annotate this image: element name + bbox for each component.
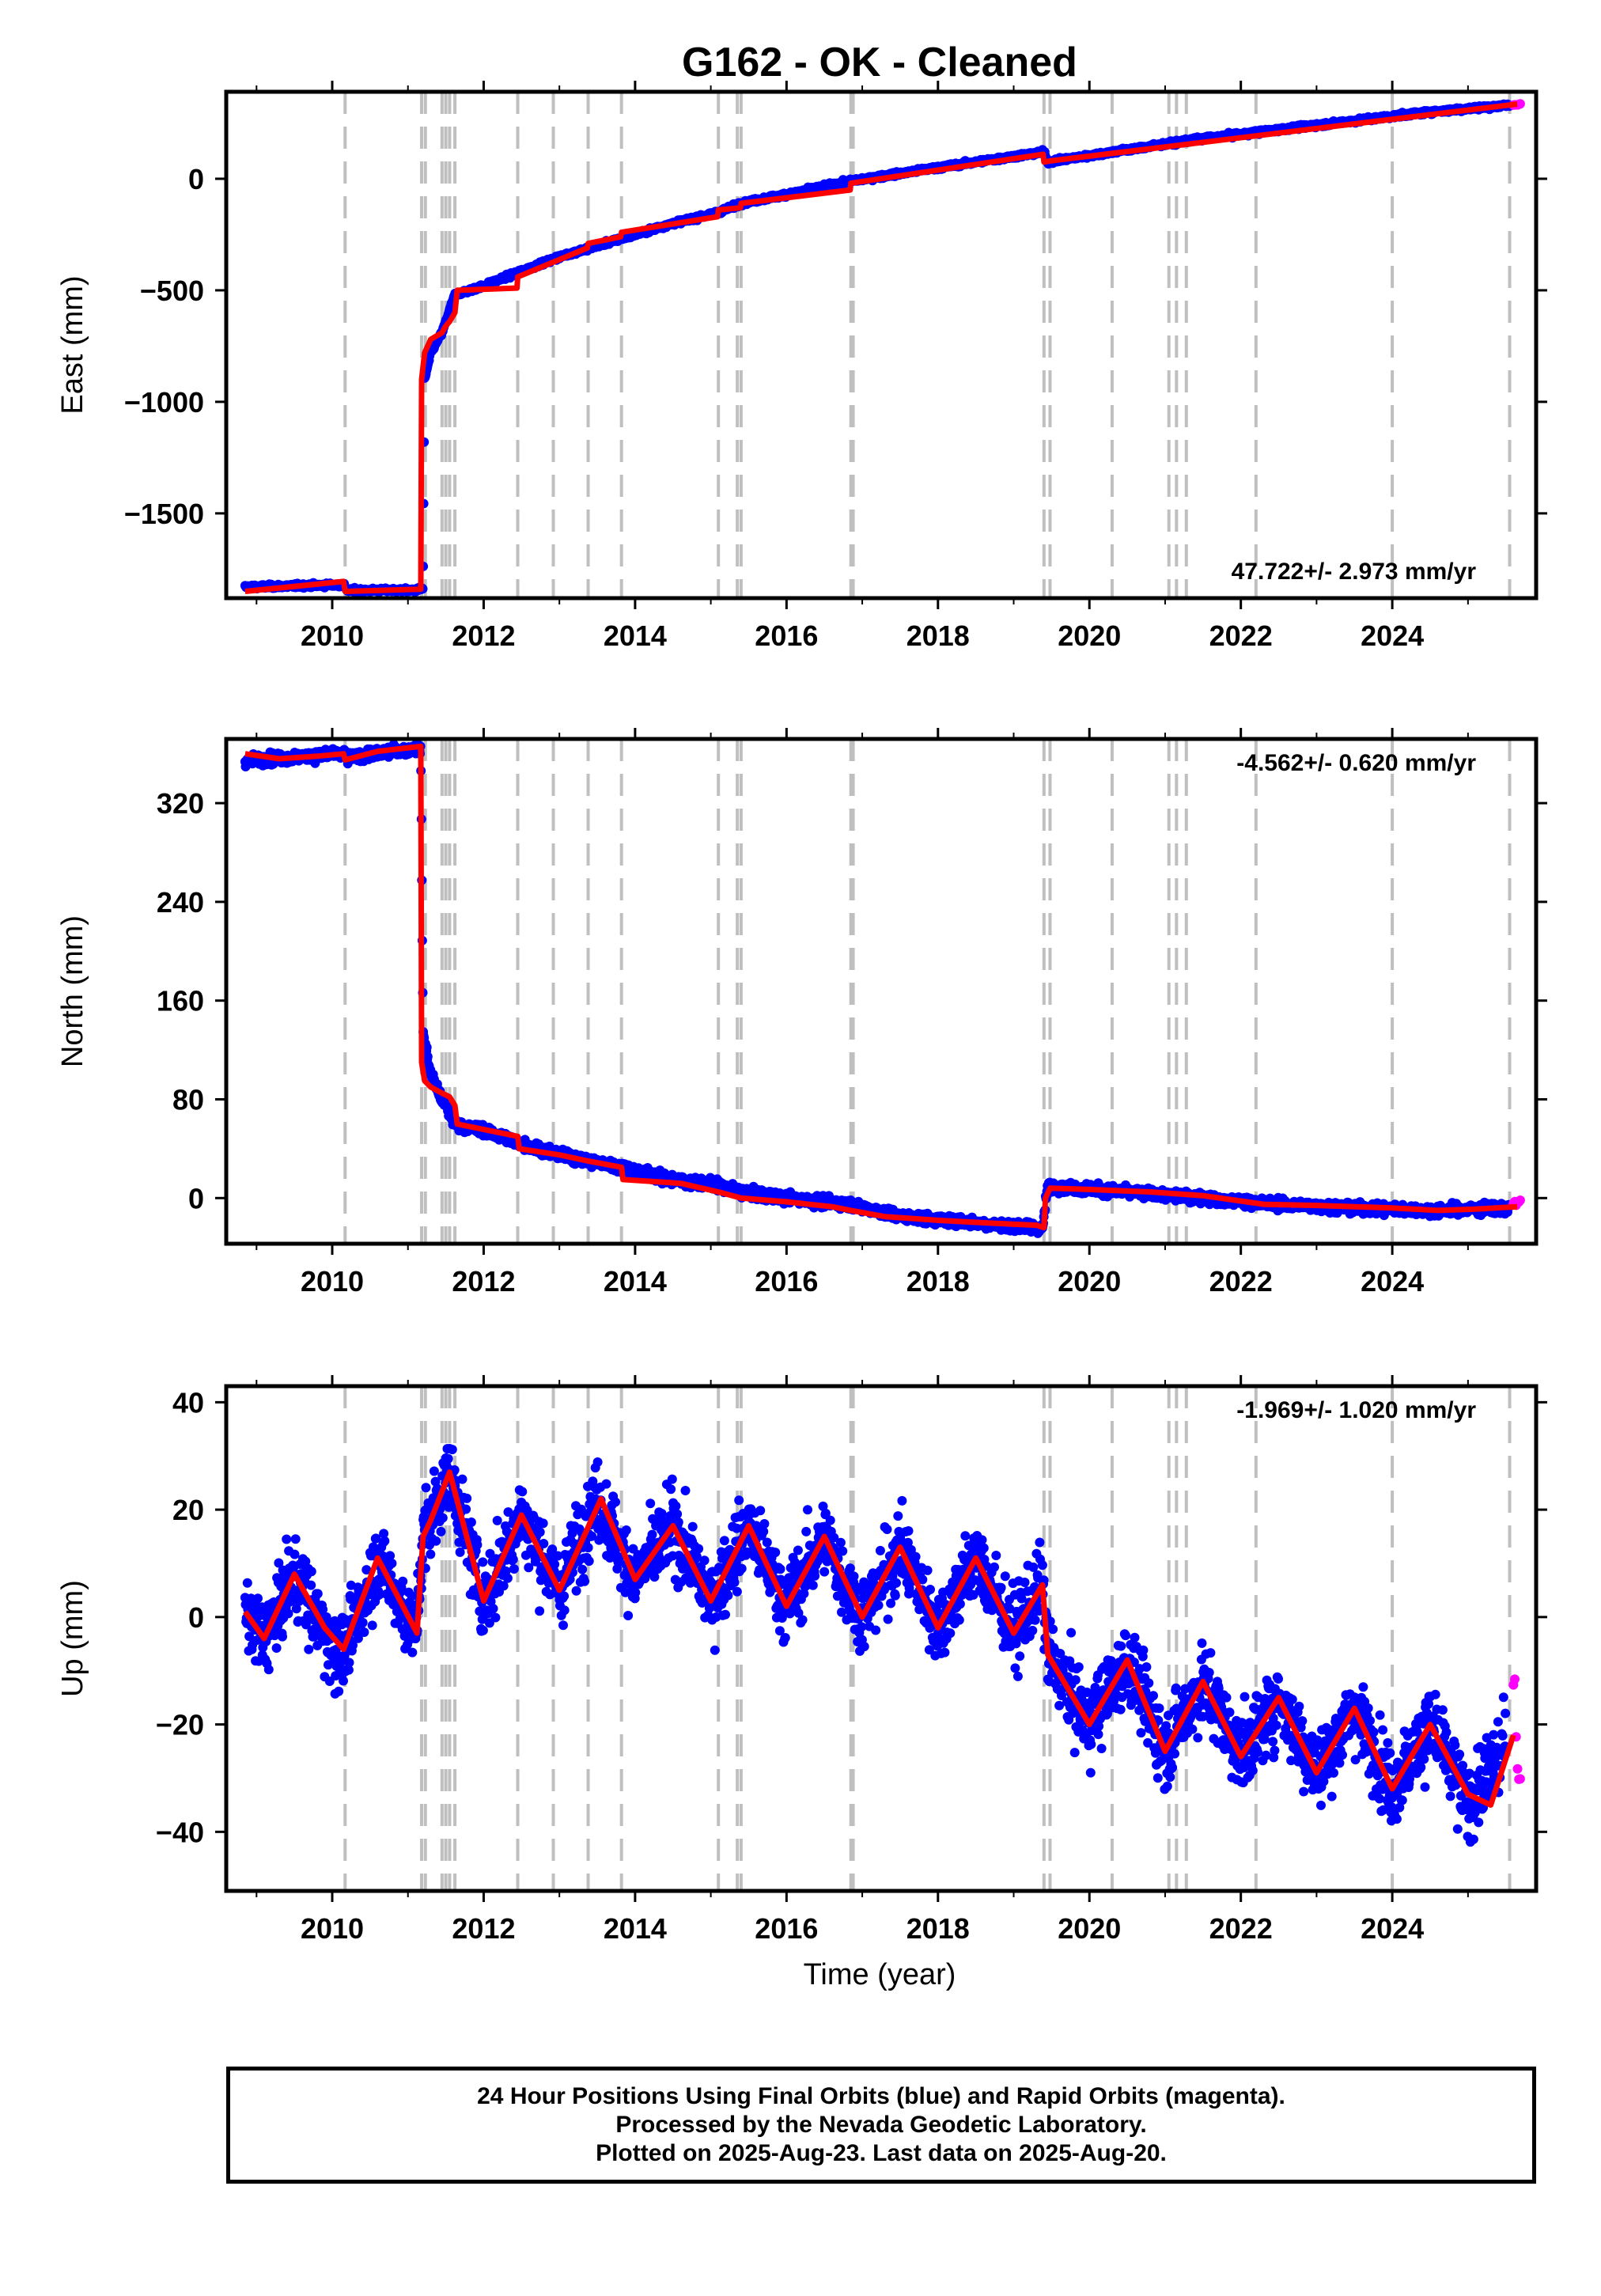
north-panel: 2010 2012 2014 2016 2018 2020 2022 202408016024…	[56, 728, 1547, 1298]
y-tick-label: −1500	[124, 498, 204, 530]
x-tick-label: 2024	[1361, 619, 1424, 652]
data-points	[240, 739, 1515, 1238]
x-tick-label: 2022	[1209, 619, 1273, 652]
y-tick-label: −500	[140, 275, 204, 307]
x-tick-label: 2012	[452, 619, 515, 652]
y-tick-label: −1000	[124, 386, 204, 419]
east-panel: 2010 2012 2014 2016 2018 2020 2022 2024 0 −500 −10…	[56, 81, 1547, 652]
data-point	[422, 1042, 432, 1052]
plot-frame	[224, 89, 1539, 601]
rate-label: 47.722+/- 2.973 mm/yr	[1232, 559, 1477, 585]
x-tick-label: 2018	[906, 619, 970, 652]
x-tick-label: 2010	[301, 619, 364, 652]
x-tick-label: 2014	[604, 619, 667, 652]
y-tick-label: 0	[188, 163, 204, 195]
data-point	[1515, 99, 1525, 109]
chart-title: G162 - OK - Cleaned	[682, 40, 1077, 85]
data-point	[422, 1051, 433, 1062]
x-tick-label: 2020	[1058, 619, 1121, 652]
y-axis-title: East (mm)	[56, 275, 89, 414]
model-line	[244, 101, 1518, 594]
data-points	[240, 99, 1515, 597]
x-tick-label: 2016	[755, 619, 818, 652]
